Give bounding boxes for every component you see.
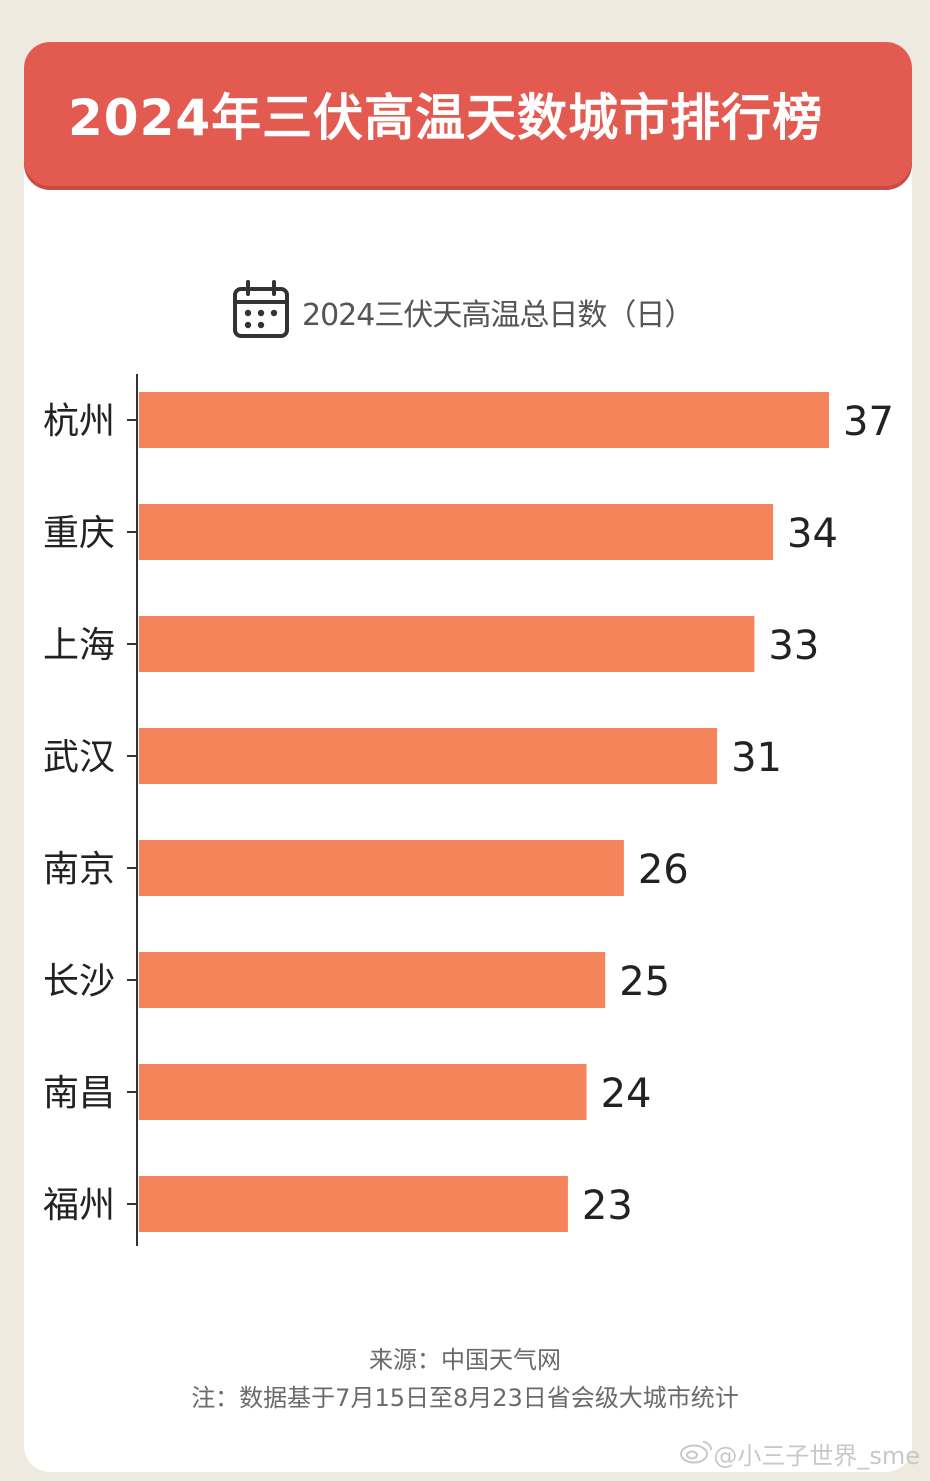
bar-6	[139, 1064, 587, 1120]
value-label: 26	[638, 847, 689, 893]
category-label: 长沙	[43, 961, 115, 1002]
value-label: 24	[601, 1071, 652, 1117]
watermark-text: @小三子世界_sme	[713, 1442, 920, 1470]
bar-4	[139, 840, 624, 896]
bar-chart: 杭州 37 重庆 34 上海 33 武汉 31 南京 26 长沙 25 南昌 24 福州 23	[43, 374, 894, 1246]
category-label: 重庆	[43, 513, 115, 554]
category-label: 武汉	[43, 737, 115, 778]
legend-label: 2024三伏天高温总日数（日）	[302, 298, 694, 333]
page-title: 2024年三伏高温天数城市排行榜	[68, 89, 824, 147]
source-note: 来源：中国天气网	[369, 1346, 561, 1374]
bar-2	[139, 616, 755, 672]
bar-3	[139, 728, 718, 784]
value-label: 34	[787, 511, 838, 557]
category-label: 南昌	[43, 1073, 115, 1114]
value-label: 25	[619, 959, 670, 1005]
value-label: 31	[731, 735, 782, 781]
category-label: 福州	[43, 1185, 115, 1226]
bar-7	[139, 1176, 568, 1232]
category-label: 杭州	[43, 401, 115, 442]
value-label: 23	[582, 1183, 633, 1229]
legend: 2024三伏天高温总日数（日）	[232, 280, 694, 344]
data-note: 注：数据基于7月15日至8月23日省会级大城市统计	[191, 1384, 739, 1412]
value-label: 33	[768, 623, 819, 669]
bar-0	[139, 392, 829, 448]
category-label: 上海	[43, 625, 115, 666]
value-label: 37	[843, 399, 894, 445]
calendar-icon	[232, 280, 290, 344]
title-banner: 2024年三伏高温天数城市排行榜	[24, 42, 912, 186]
weibo-icon	[679, 1438, 713, 1470]
watermark: @小三子世界_sme	[679, 1436, 920, 1471]
bar-1	[139, 504, 774, 560]
bar-5	[139, 952, 606, 1008]
category-label: 南京	[43, 849, 115, 890]
